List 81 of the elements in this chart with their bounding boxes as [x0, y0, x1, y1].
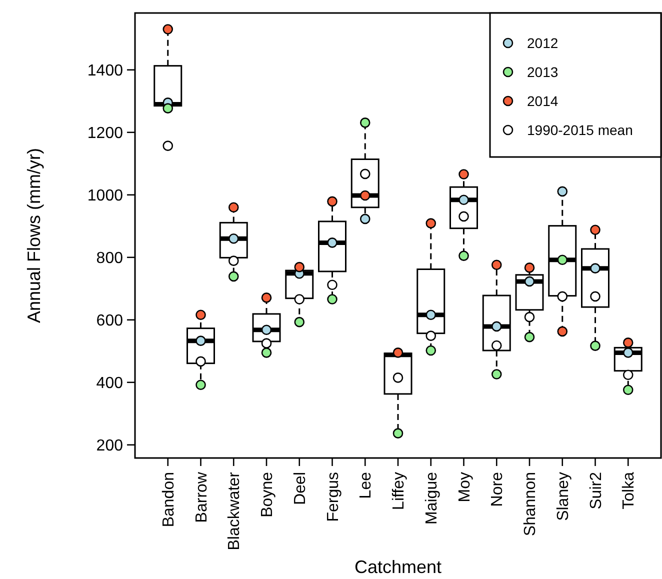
- point: [327, 294, 338, 304]
- point: [162, 140, 174, 151]
- point: [426, 218, 436, 228]
- point: [327, 280, 338, 290]
- point: [458, 250, 469, 261]
- point: [491, 321, 502, 332]
- point: [228, 202, 239, 213]
- point: [228, 271, 239, 282]
- x-tick-label: Shannon: [522, 472, 540, 536]
- point: [228, 256, 239, 266]
- point: [590, 263, 600, 274]
- point: [491, 340, 502, 351]
- point: [360, 190, 370, 201]
- point: [196, 380, 206, 390]
- point: [261, 338, 272, 348]
- x-tick-label: Moy: [456, 472, 474, 502]
- point: [162, 24, 174, 34]
- y-tick-label: 200: [96, 437, 124, 454]
- point: [458, 211, 469, 222]
- point: [524, 332, 535, 342]
- x-tick-label: Lee: [358, 472, 375, 499]
- point: [360, 168, 370, 180]
- y-tick-label: 1200: [87, 124, 124, 142]
- point: [590, 340, 600, 351]
- point: [196, 310, 206, 320]
- point: [196, 356, 206, 367]
- legend-label: 2012: [527, 34, 558, 51]
- x-tick-label: Boyne: [259, 472, 276, 518]
- point: [294, 262, 305, 272]
- point: [261, 292, 272, 303]
- y-tick-label: 400: [96, 374, 124, 392]
- x-tick-label: Slaney: [554, 472, 572, 521]
- point: [360, 118, 370, 128]
- x-tick-label: Suir2: [588, 472, 605, 510]
- y-tick-label: 1000: [87, 187, 124, 204]
- point: [261, 348, 272, 358]
- x-tick-label: Blackwater: [226, 471, 244, 550]
- point: [294, 294, 305, 304]
- point: [360, 214, 370, 224]
- point: [327, 196, 338, 207]
- point: [557, 186, 568, 197]
- x-tick-label: Maigue: [423, 472, 440, 524]
- point: [426, 345, 436, 356]
- x-tick-label: Tolka: [620, 472, 638, 510]
- point: [524, 312, 535, 322]
- point: [622, 338, 634, 348]
- point: [392, 428, 404, 438]
- point: [524, 276, 535, 287]
- point: [491, 260, 502, 270]
- point: [458, 169, 469, 180]
- point: [491, 369, 502, 380]
- point: [426, 330, 436, 341]
- point: [557, 326, 568, 337]
- point: [524, 262, 535, 273]
- point: [622, 384, 634, 396]
- point: [294, 316, 305, 328]
- point: [590, 291, 600, 302]
- point: [162, 103, 174, 114]
- x-tick-label: Nore: [489, 472, 506, 507]
- x-tick-label: Fergus: [324, 472, 342, 522]
- y-axis-title: Annual Flows (mm/yr): [24, 148, 44, 324]
- point: [622, 370, 634, 380]
- point: [622, 348, 634, 358]
- point: [327, 238, 338, 248]
- x-tick-label: Bandon: [160, 472, 178, 528]
- legend-label: 1990-2015 mean: [527, 122, 633, 138]
- x-tick-label: Barrow: [193, 472, 210, 523]
- x-tick-label: Liffey: [390, 472, 408, 510]
- point: [590, 224, 600, 236]
- y-tick-label: 800: [96, 250, 124, 267]
- legend-label: 2013: [527, 64, 558, 80]
- point: [458, 194, 469, 206]
- point: [557, 254, 568, 266]
- y-tick-label: 1400: [87, 62, 124, 80]
- point: [392, 348, 404, 358]
- x-tick-label: Deel: [292, 472, 309, 505]
- point: [426, 310, 436, 320]
- legend-label: 2014: [527, 92, 558, 109]
- x-axis-title: Catchment: [354, 557, 442, 577]
- point: [557, 291, 568, 302]
- y-tick-label: 600: [96, 312, 124, 330]
